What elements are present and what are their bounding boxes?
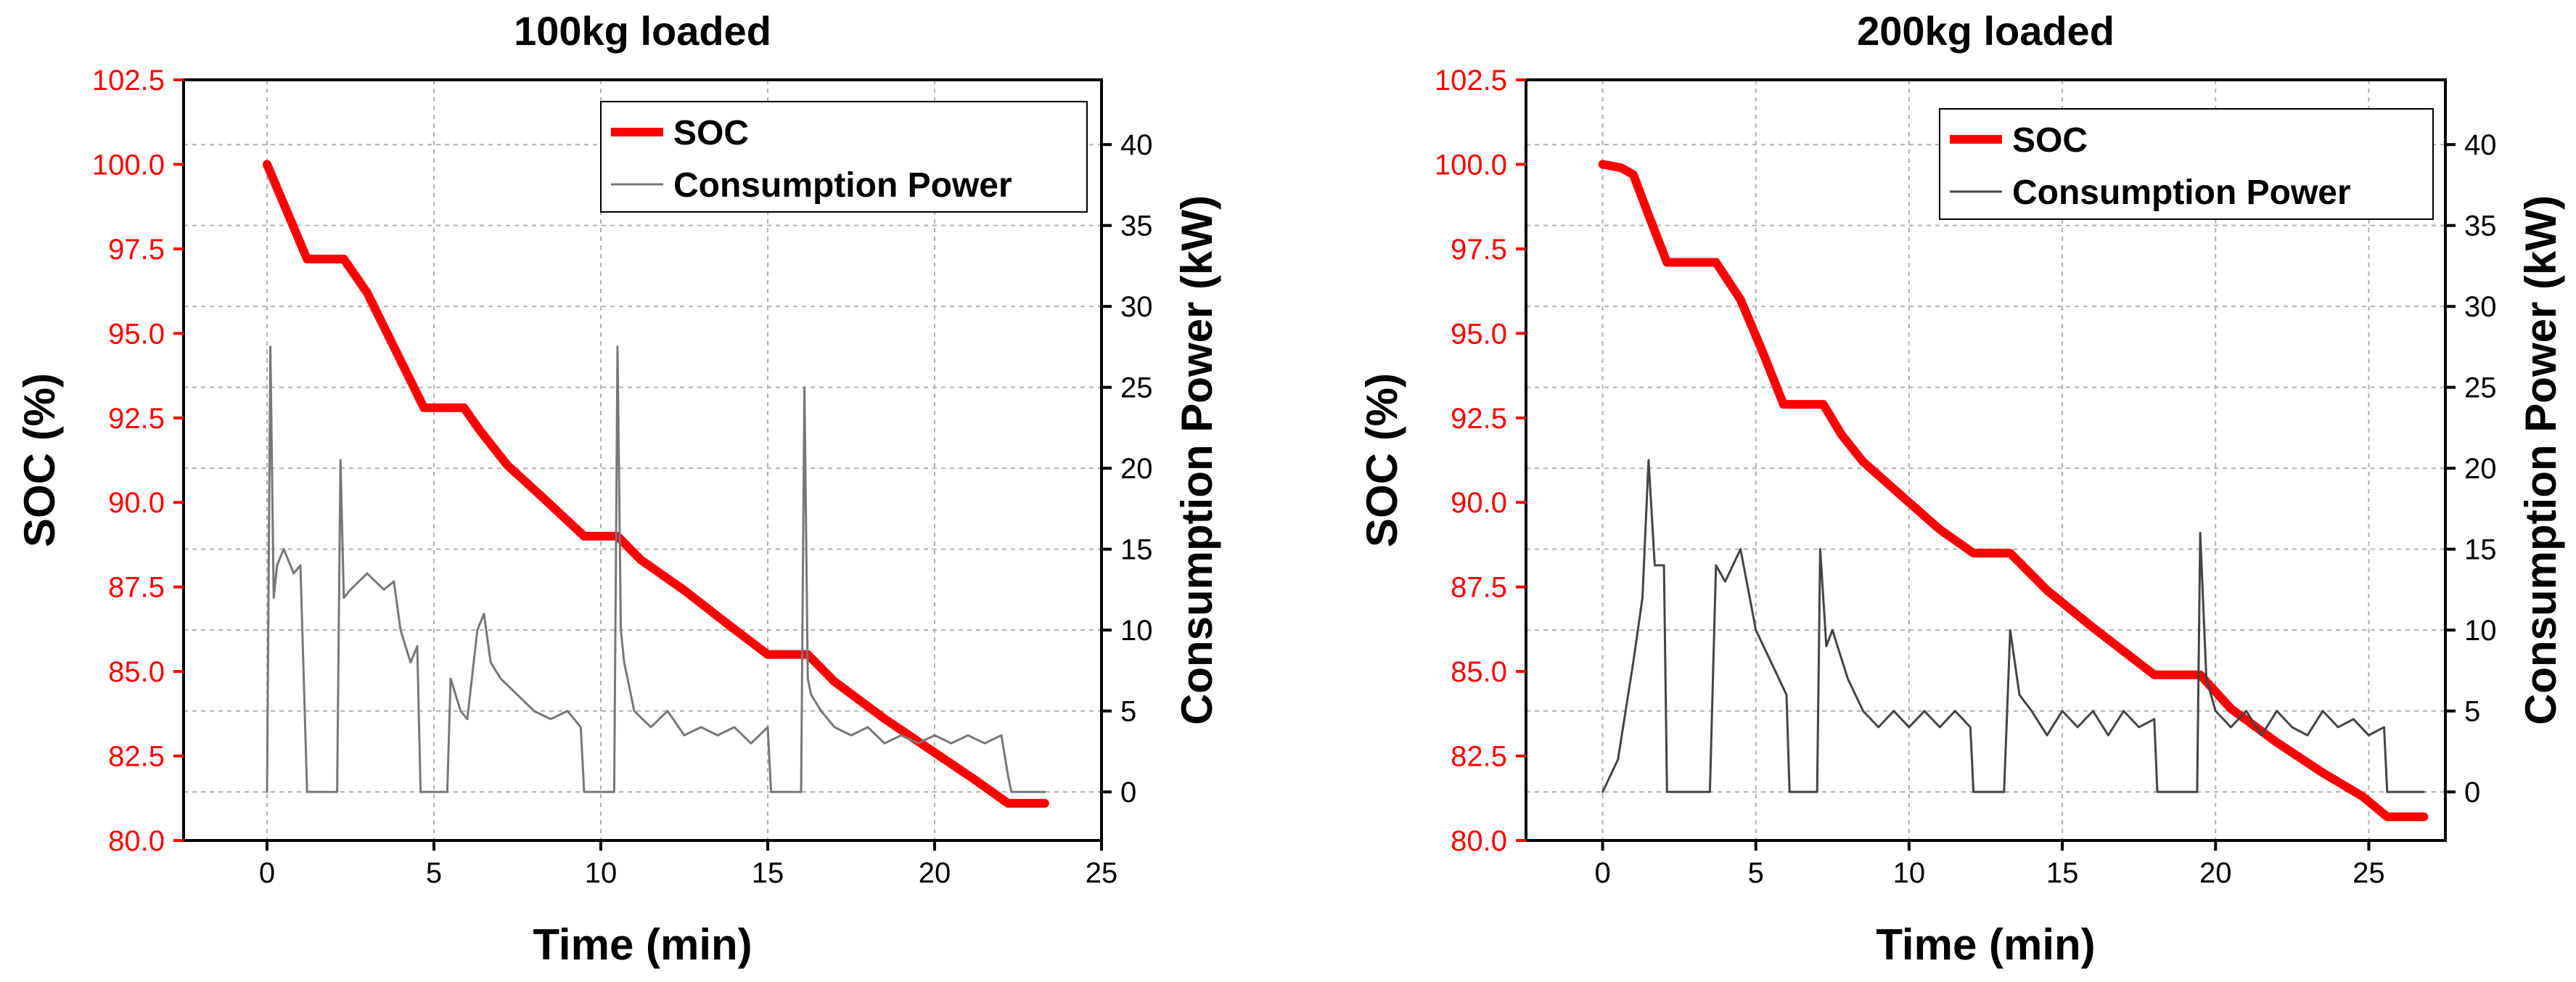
right-tick-label: 15 <box>1120 534 1153 566</box>
y-left-axis-title: SOC (%) <box>15 373 64 547</box>
x-tick-label: 10 <box>1893 857 1926 889</box>
left-tick-label: 87.5 <box>108 572 165 604</box>
right-tick-label: 30 <box>1120 291 1153 323</box>
chart-title: 200kg loaded <box>1857 8 2114 54</box>
left-tick-label: 100.0 <box>1435 149 1507 181</box>
left-tick-label: 95.0 <box>108 318 165 350</box>
chart-200kg: 80.082.585.087.590.092.595.097.5100.0102… <box>1358 8 2565 969</box>
legend-label: SOC <box>673 114 749 152</box>
left-tick-label: 102.5 <box>1435 65 1507 97</box>
chart-title: 100kg loaded <box>514 8 771 54</box>
power-series-line <box>1601 459 2425 793</box>
x-tick-label: 0 <box>259 857 275 889</box>
left-tick-label: 85.0 <box>1451 656 1507 688</box>
legend-label: Consumption Power <box>673 166 1012 205</box>
right-tick-label: 10 <box>1120 615 1153 647</box>
x-axis-title: Time (min) <box>1876 920 2095 969</box>
chart-100kg: 80.082.585.087.590.092.595.097.5100.0102… <box>15 8 1221 969</box>
legend-box <box>1939 108 2434 220</box>
right-tick-label: 35 <box>2464 210 2497 242</box>
legend-box <box>600 101 1088 213</box>
left-tick-label: 85.0 <box>108 656 165 688</box>
x-tick-label: 25 <box>2353 857 2385 889</box>
soc-series-line <box>263 160 1049 808</box>
left-tick-label: 95.0 <box>1451 318 1507 350</box>
right-tick-label: 40 <box>2464 129 2497 161</box>
left-tick-label: 92.5 <box>108 403 165 435</box>
plot-frame <box>1525 78 2447 842</box>
x-tick-label: 10 <box>585 857 618 889</box>
left-tick-label: 87.5 <box>1451 572 1507 604</box>
left-tick-label: 100.0 <box>92 149 165 181</box>
left-tick-label: 80.0 <box>108 825 165 857</box>
x-axis-title: Time (min) <box>533 920 752 969</box>
x-tick-label: 5 <box>426 857 442 889</box>
power-series-line <box>266 345 1046 793</box>
legend-label: SOC <box>2012 121 2088 160</box>
left-tick-label: 82.5 <box>1451 741 1507 773</box>
left-tick-label: 92.5 <box>1451 403 1507 435</box>
x-tick-label: 15 <box>752 857 784 889</box>
legend-label: Consumption Power <box>2012 173 2351 212</box>
plot-frame <box>182 78 1103 842</box>
y-right-axis-title: Consumption Power (kW) <box>1173 195 1221 725</box>
right-tick-label: 20 <box>1120 453 1153 485</box>
left-tick-label: 90.0 <box>1451 487 1507 519</box>
right-tick-label: 20 <box>2464 453 2497 485</box>
right-tick-label: 35 <box>1120 210 1153 242</box>
x-tick-label: 5 <box>1748 857 1764 889</box>
right-tick-label: 15 <box>2464 534 2497 566</box>
left-tick-label: 90.0 <box>108 487 165 519</box>
x-tick-label: 15 <box>2046 857 2079 889</box>
right-tick-label: 0 <box>1120 777 1136 809</box>
left-tick-label: 97.5 <box>1451 234 1507 266</box>
right-tick-label: 5 <box>2464 696 2480 728</box>
x-tick-label: 25 <box>1086 857 1118 889</box>
left-tick-label: 80.0 <box>1451 825 1507 857</box>
x-tick-label: 0 <box>1594 857 1610 889</box>
right-tick-label: 0 <box>2464 777 2480 809</box>
left-tick-label: 82.5 <box>108 741 165 773</box>
right-tick-label: 10 <box>2464 615 2497 647</box>
right-tick-label: 5 <box>1120 696 1136 728</box>
x-tick-label: 20 <box>2199 857 2232 889</box>
right-tick-label: 25 <box>2464 372 2497 404</box>
right-tick-label: 40 <box>1120 129 1153 161</box>
x-tick-label: 20 <box>919 857 951 889</box>
left-tick-label: 97.5 <box>108 234 165 266</box>
y-left-axis-title: SOC (%) <box>1358 373 1406 547</box>
soc-series-line <box>1598 160 2429 822</box>
right-tick-label: 30 <box>2464 291 2497 323</box>
left-tick-label: 102.5 <box>92 65 165 97</box>
right-tick-label: 25 <box>1120 372 1153 404</box>
y-right-axis-title: Consumption Power (kW) <box>2516 195 2565 725</box>
